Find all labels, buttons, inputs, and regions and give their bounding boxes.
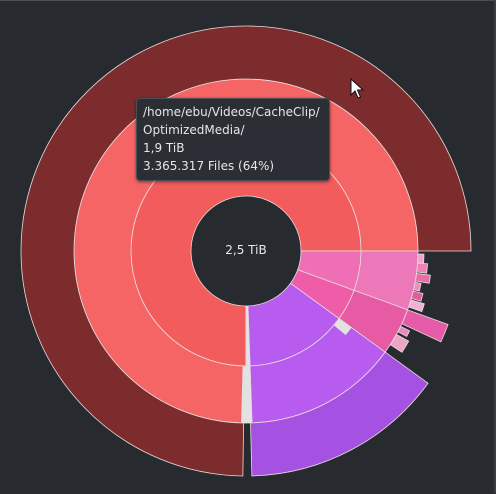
total-size-label: 2,5 TiB (225, 243, 267, 257)
tooltip-path-line2: OptimizedMedia/ (143, 123, 245, 137)
center-total-size: 2,5 TiB (196, 241, 296, 259)
tooltip-size: 1,9 TiB (143, 141, 185, 155)
segment-ring3-small-7[interactable] (397, 325, 411, 337)
segment-ring3-pink-long[interactable] (401, 309, 449, 343)
segment-ring3-small-2[interactable] (414, 273, 431, 284)
segment-ring2-small[interactable] (241, 365, 253, 424)
segment-ring3-small-3[interactable] (413, 281, 422, 292)
segment-ring3-purple[interactable] (250, 351, 429, 477)
tooltip-path-line1: /home/ebu/Videos/CacheClip/ (143, 105, 320, 119)
segment-ring3-small-0[interactable] (417, 253, 425, 264)
hover-tooltip: /home/ebu/Videos/CacheClip/ OptimizedMed… (136, 98, 330, 181)
segment-ring3-small-4[interactable] (410, 290, 424, 302)
segment-ring3-small-5[interactable] (408, 299, 425, 313)
segment-ring3-main[interactable] (20, 25, 472, 477)
mouse-pointer-icon (350, 78, 364, 99)
tooltip-files: 3.365.317 Files (64%) (143, 159, 275, 173)
segment-ring2-gap[interactable] (333, 318, 352, 336)
segment-ring3-small-8[interactable] (389, 333, 410, 353)
segment-ring3-small-1[interactable] (416, 262, 428, 274)
